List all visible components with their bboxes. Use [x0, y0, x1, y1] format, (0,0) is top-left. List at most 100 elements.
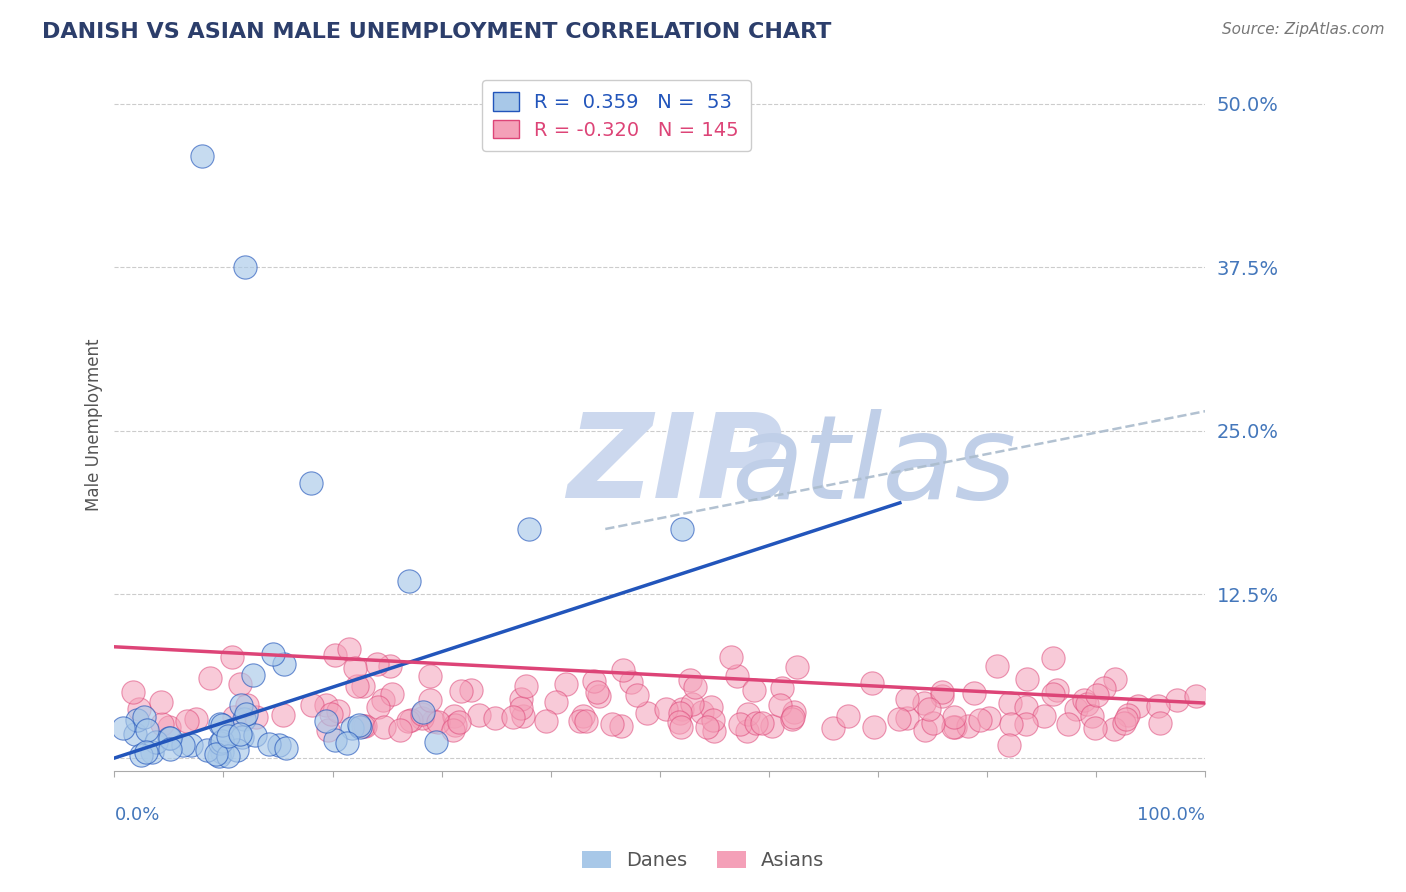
Point [352, 680, 374, 694]
Point [1033, 709, 1056, 723]
Point [1073, 692, 1095, 706]
Point [1116, 707, 1139, 722]
Point [737, 707, 759, 722]
Point [208, 748, 231, 763]
Point [512, 708, 534, 723]
Point [127, 713, 149, 727]
Point [588, 689, 610, 703]
Point [1146, 698, 1168, 713]
Point [221, 650, 243, 665]
Point [1092, 681, 1115, 696]
Point [1184, 689, 1206, 703]
Point [321, 706, 343, 721]
Point [134, 710, 156, 724]
Point [515, 679, 537, 693]
Point [217, 748, 239, 763]
Point [700, 699, 723, 714]
Point [655, 701, 678, 715]
Point [671, 701, 693, 715]
Point [998, 696, 1021, 710]
Point [1166, 693, 1188, 707]
Point [572, 709, 595, 723]
Point [229, 727, 252, 741]
Point [301, 698, 323, 713]
Point [157, 731, 180, 746]
Point [914, 723, 936, 738]
Point [233, 260, 256, 275]
Point [267, 738, 290, 752]
Point [671, 522, 693, 536]
Point [367, 699, 389, 714]
Point [316, 723, 339, 737]
Point [401, 713, 423, 727]
Point [823, 721, 845, 735]
Point [229, 698, 252, 712]
Point [349, 720, 371, 734]
Point [129, 747, 152, 762]
Text: ZIP: ZIP [567, 409, 783, 524]
Point [346, 679, 368, 693]
Point [441, 723, 464, 738]
Point [782, 709, 804, 723]
Point [931, 685, 953, 699]
Point [157, 720, 180, 734]
Point [190, 149, 212, 163]
Point [619, 674, 641, 689]
Point [669, 720, 692, 734]
Point [1076, 698, 1098, 712]
Point [1149, 715, 1171, 730]
Point [602, 717, 624, 731]
Point [690, 705, 713, 719]
Point [195, 743, 218, 757]
Point [262, 647, 284, 661]
Point [449, 714, 471, 729]
Point [242, 668, 264, 682]
Point [769, 698, 792, 713]
Point [1064, 702, 1087, 716]
Point [683, 680, 706, 694]
Point [419, 669, 441, 683]
Point [536, 714, 558, 729]
Point [128, 702, 150, 716]
Point [180, 738, 202, 752]
Point [1114, 715, 1136, 730]
Point [124, 727, 146, 741]
Point [582, 673, 605, 688]
Point [1102, 723, 1125, 737]
Legend: R =  0.359   N =  53, R = -0.320   N = 145: R = 0.359 N = 53, R = -0.320 N = 145 [482, 80, 751, 152]
Point [942, 720, 965, 734]
Point [720, 650, 742, 665]
Point [211, 717, 233, 731]
Point [544, 696, 567, 710]
Point [979, 711, 1001, 725]
Point [502, 710, 524, 724]
Point [1084, 722, 1107, 736]
Point [569, 714, 592, 728]
Point [931, 689, 953, 703]
Point [1015, 716, 1038, 731]
Point [460, 682, 482, 697]
Point [211, 734, 233, 748]
Point [1042, 688, 1064, 702]
Point [679, 673, 702, 687]
Point [969, 713, 991, 727]
Point [229, 677, 252, 691]
Point [141, 745, 163, 759]
Point [1014, 699, 1036, 714]
Point [159, 741, 181, 756]
Point [863, 720, 886, 734]
Point [468, 708, 491, 723]
Point [352, 719, 374, 733]
Text: atlas: atlas [731, 409, 1015, 523]
Point [509, 701, 531, 715]
Point [373, 720, 395, 734]
Point [208, 716, 231, 731]
Text: 100.0%: 100.0% [1137, 805, 1205, 824]
Point [696, 720, 718, 734]
Point [217, 730, 239, 744]
Point [323, 648, 346, 663]
Point [702, 713, 724, 727]
Point [1042, 650, 1064, 665]
Point [770, 681, 793, 695]
Point [233, 712, 256, 726]
